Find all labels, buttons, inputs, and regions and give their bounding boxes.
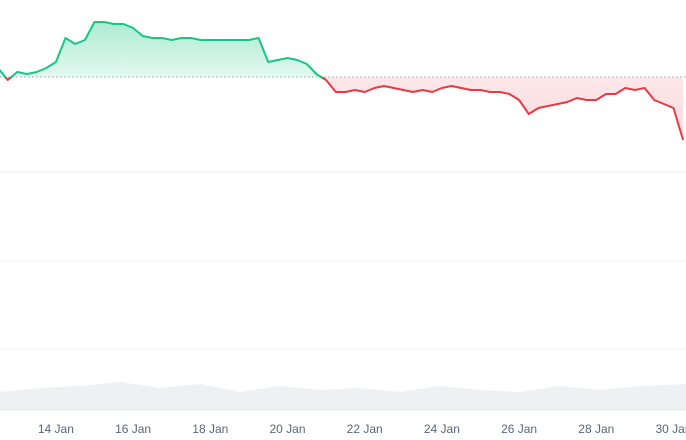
x-tick-label: 28 Jan xyxy=(578,422,614,436)
x-tick-label: 18 Jan xyxy=(192,422,228,436)
x-tick-label: 30 Jan xyxy=(655,422,686,436)
x-tick-label: 20 Jan xyxy=(269,422,305,436)
x-tick-label: 14 Jan xyxy=(38,422,74,436)
x-tick-label: 22 Jan xyxy=(347,422,383,436)
x-tick-label: 16 Jan xyxy=(115,422,151,436)
x-tick-label: 26 Jan xyxy=(501,422,537,436)
x-tick-label: 24 Jan xyxy=(424,422,460,436)
volume-backdrop xyxy=(0,382,686,410)
price-line xyxy=(0,21,685,141)
price-area xyxy=(0,22,684,140)
